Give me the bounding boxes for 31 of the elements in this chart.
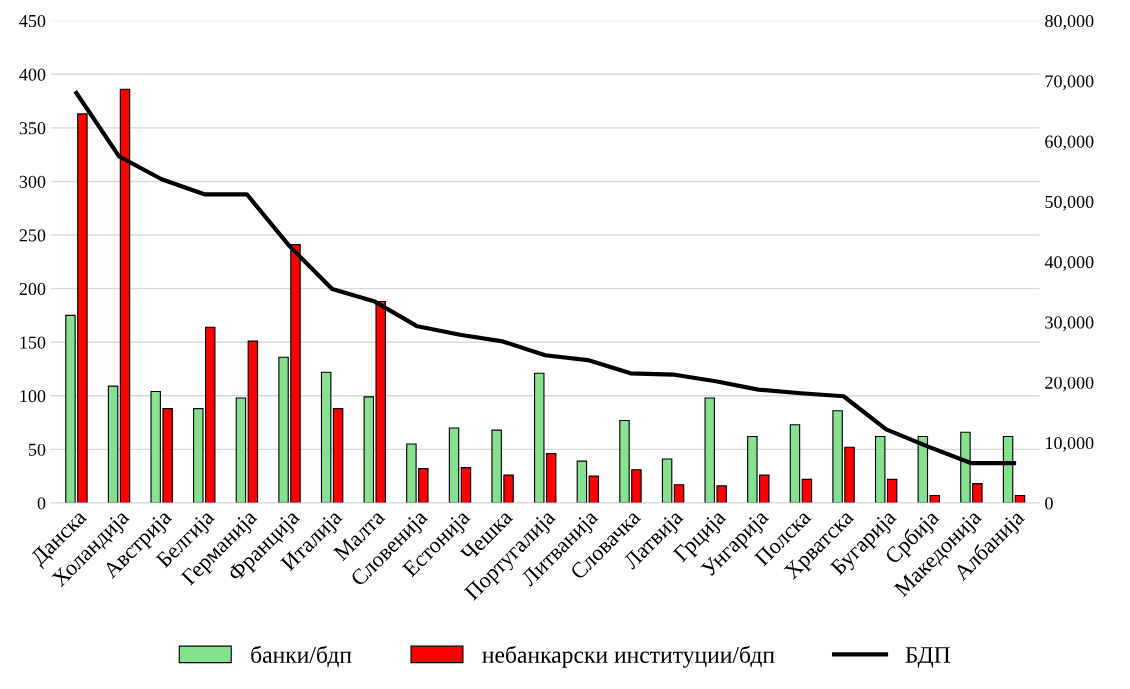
y2-tick-label: 80,000 [1045,14,1094,30]
y-tick-label: 250 [19,229,46,242]
legend-label: небанкарски институции/бдп [482,645,775,668]
y-tick-label: 400 [19,68,46,81]
y-tick-label: 350 [19,122,46,135]
y2-tick-label: 50,000 [1045,195,1094,211]
bar [460,467,472,503]
y-tick-label: 0 [37,497,46,510]
bar [789,424,801,503]
bar [247,340,259,503]
y-tick-label: 50 [28,443,46,456]
y2-tick-label: 20,000 [1045,376,1094,392]
y2-tick-label: 10,000 [1046,436,1094,452]
bar [801,478,813,503]
y-tick-label: 100 [20,390,46,403]
bar [661,458,673,503]
bar [235,397,247,503]
bar [673,484,685,503]
legend-label: банки/бдп [251,645,352,668]
y2-tick-label: 30,000 [1045,316,1094,332]
y-tick-label: 200 [19,282,46,296]
bar [107,385,119,503]
legend-label: БДП [905,647,951,668]
bar [448,427,460,503]
y-tick-label: 300 [19,175,46,188]
y2-tick-label: 60,000 [1045,135,1094,151]
y-tick-label: 150 [20,336,46,349]
y2-tick-label: 0 [1045,497,1053,510]
y2-tick-label: 70,000 [1045,75,1094,90]
y-tick-label: 450 [19,14,46,28]
y2-tick-label: 40,000 [1044,256,1094,271]
